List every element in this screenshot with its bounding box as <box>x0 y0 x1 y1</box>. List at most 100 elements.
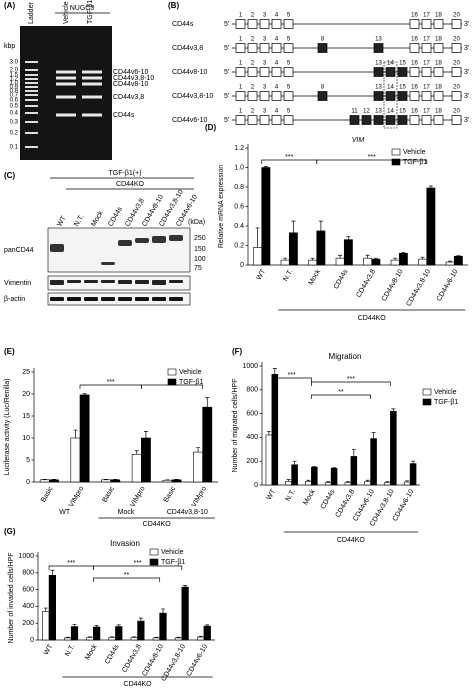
exon <box>451 67 462 77</box>
lane-label: N.T. <box>73 214 85 228</box>
highlight-box <box>383 61 398 129</box>
bar <box>86 637 94 641</box>
bar <box>453 255 463 266</box>
error-bar <box>82 393 87 395</box>
group-label: CD44KO <box>143 521 172 528</box>
exon-number: 5 <box>287 109 291 115</box>
bar <box>193 451 203 483</box>
exon <box>271 115 282 125</box>
error-bar <box>292 460 297 465</box>
y-tick-label: 0 <box>30 637 34 644</box>
bar <box>308 259 318 266</box>
exon-number: 16 <box>411 37 418 43</box>
significance: ** <box>124 572 130 579</box>
bar <box>131 453 142 483</box>
blot-band <box>135 280 149 284</box>
bar <box>202 406 213 483</box>
x-tick-label: WT <box>43 643 55 657</box>
exon <box>421 43 432 53</box>
exon <box>271 67 282 77</box>
exon-number: 18 <box>435 85 442 91</box>
bar <box>311 466 318 486</box>
x-tick-label: Basic <box>163 485 178 504</box>
group-label: CD44KO <box>116 181 145 188</box>
error-bar <box>405 480 410 483</box>
exon <box>433 67 444 77</box>
ladder-band <box>25 99 38 101</box>
blot-band <box>152 280 166 285</box>
exon-number: 5 <box>287 61 291 67</box>
exon-number: 18 <box>435 109 442 115</box>
blot-label: Vimentin <box>4 280 31 287</box>
significance: * <box>171 379 174 386</box>
error-bar <box>183 585 188 588</box>
three-prime: 3' <box>464 69 469 76</box>
blot-band <box>169 235 183 241</box>
error-bar <box>255 227 260 248</box>
error-bar <box>411 460 416 464</box>
ladder-band <box>25 94 38 96</box>
group-label: CD44KO <box>124 681 153 688</box>
ladder-size: 0.6 <box>10 98 19 104</box>
exon-number: 4 <box>275 37 279 43</box>
error-bar <box>385 481 390 483</box>
bar <box>390 410 397 486</box>
error-bar <box>393 257 398 261</box>
bar <box>159 612 167 641</box>
exon <box>283 91 294 101</box>
band-label: CD44v3,8-10 <box>113 75 154 82</box>
exon <box>409 19 420 29</box>
exon-number: 18 <box>435 13 442 19</box>
bar <box>174 637 183 641</box>
ladder-size: 1.5 <box>10 73 19 79</box>
error-bar <box>154 636 159 638</box>
error-bar <box>72 624 77 627</box>
gel <box>20 26 112 160</box>
x-tick-label: CD44v6-10 <box>436 268 460 302</box>
group-label: WT <box>59 509 71 516</box>
group-label: CD44v3,8-10 <box>167 509 208 516</box>
ladder-band <box>25 132 38 134</box>
exon <box>283 43 294 53</box>
exon-number: 20 <box>453 61 460 67</box>
y-tick-label: 20 <box>22 391 30 398</box>
exon-number: 1 <box>239 85 243 91</box>
exon <box>283 19 294 29</box>
ladder-band <box>25 74 38 76</box>
blot-band <box>135 238 149 243</box>
significance: *** <box>67 560 75 567</box>
y-tick-label: 800 <box>22 570 34 577</box>
legend-label: TGF-β1 <box>403 159 427 166</box>
exon-number: 4 <box>275 85 279 91</box>
error-bar <box>196 447 201 453</box>
significance: *** <box>288 372 296 379</box>
x-tick-label: Basic <box>40 485 55 504</box>
exon <box>271 43 282 53</box>
exon-number: 14 <box>387 85 394 91</box>
y-tick-label: 600 <box>22 586 34 593</box>
ladder-size: 0.9 <box>10 85 19 91</box>
error-bar <box>138 617 143 622</box>
bar <box>93 626 101 641</box>
band-label: CD44v3,8 <box>113 94 144 101</box>
exon <box>421 67 432 77</box>
error-bar <box>198 635 203 638</box>
exon <box>247 91 258 101</box>
exon <box>433 19 444 29</box>
exon-number: 13 <box>375 37 382 43</box>
exon <box>247 67 258 77</box>
exon <box>433 43 444 53</box>
exon-number: 1 <box>239 109 243 115</box>
x-tick-label: N.T. <box>64 643 76 657</box>
bar <box>330 468 338 486</box>
legend-swatch <box>391 148 401 156</box>
exon-number: 3 <box>263 13 267 19</box>
exon <box>259 91 270 101</box>
ladder-size: 2.0 <box>10 68 19 74</box>
isoform-name: CD44v8-10 <box>172 69 208 76</box>
cell-line: NUGC3 <box>70 5 95 12</box>
ladder-band <box>25 121 38 123</box>
significance-bracket <box>92 577 161 582</box>
bar <box>371 258 381 266</box>
exon-number: 20 <box>453 85 460 91</box>
